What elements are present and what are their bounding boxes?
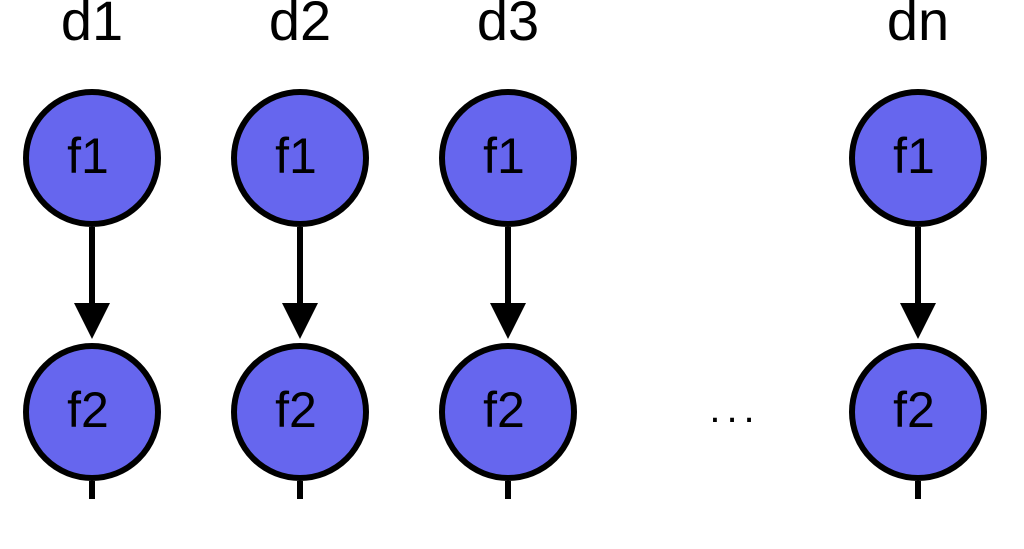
flow-diagram: d1 d2 d3 dn f1 f2 f1 f2 f1 f2 f1 f2... [0, 0, 1024, 549]
node-label: f1 [275, 128, 317, 184]
flow-node: f1 [852, 92, 984, 224]
node-label: f2 [67, 382, 109, 438]
column-header: d1 [61, 0, 123, 52]
flow-node: f1 [26, 92, 158, 224]
ellipsis: ... [709, 387, 760, 431]
flow-node: f1 [234, 92, 366, 224]
node-label: f2 [483, 382, 525, 438]
flow-node: f2 [852, 346, 984, 478]
column-header: d2 [269, 0, 331, 52]
node-label: f1 [67, 128, 109, 184]
node-label: f2 [275, 382, 317, 438]
flow-node: f1 [442, 92, 574, 224]
node-label: f1 [893, 128, 935, 184]
flow-node: f2 [442, 346, 574, 478]
column-header: d3 [477, 0, 539, 52]
flow-node: f2 [26, 346, 158, 478]
column-header: dn [887, 0, 949, 52]
flow-node: f2 [234, 346, 366, 478]
node-label: f1 [483, 128, 525, 184]
node-label: f2 [893, 382, 935, 438]
